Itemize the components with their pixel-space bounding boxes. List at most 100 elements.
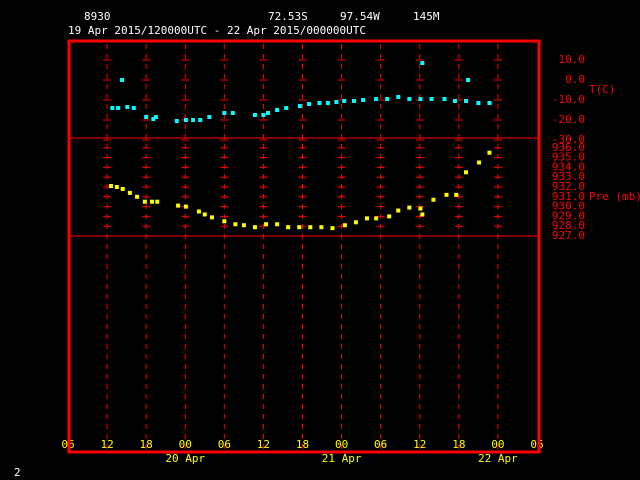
data-point (183, 204, 188, 209)
data-point (108, 184, 113, 189)
data-point (202, 212, 207, 217)
data-point (131, 106, 136, 110)
data-point (252, 225, 257, 230)
date-label: 21 Apr (322, 452, 362, 465)
y-axis-label: Pre (mb) (589, 190, 640, 203)
data-point (431, 197, 436, 202)
date-label: 20 Apr (165, 452, 205, 465)
data-point (286, 225, 291, 230)
data-point (396, 95, 401, 99)
data-point (342, 223, 347, 228)
data-point (222, 111, 227, 115)
data-point (196, 209, 201, 214)
data-point (385, 97, 390, 101)
data-point (463, 99, 468, 103)
data-point (155, 199, 160, 204)
data-point (275, 222, 280, 227)
data-point (420, 61, 425, 65)
data-point (207, 115, 212, 119)
data-point (420, 212, 425, 217)
data-point (174, 119, 179, 123)
data-point (114, 185, 119, 189)
data-point (407, 97, 412, 101)
y-tick-label: 932.0 (552, 180, 585, 193)
data-point (125, 105, 130, 109)
y-tick-label: 936.0 (552, 141, 585, 154)
date-label: 22 Apr (478, 452, 518, 465)
y-tick-label: -10.0 (552, 93, 585, 106)
data-point (191, 118, 196, 122)
data-point (233, 222, 238, 227)
data-point (364, 216, 369, 221)
y-tick-label: 933.0 (552, 170, 585, 183)
y-axis-label: T(C) (589, 83, 616, 96)
y-tick-label: -20.0 (552, 113, 585, 126)
data-point (183, 118, 188, 122)
elevation: 145M (413, 10, 440, 23)
data-point (463, 170, 468, 175)
data-point (120, 186, 125, 191)
data-point (319, 225, 324, 230)
period: 19 Apr 2015/120000UTC - 22 Apr 2015/0000… (68, 24, 366, 37)
data-point (116, 106, 121, 110)
data-point (127, 190, 132, 195)
data-point (342, 99, 347, 103)
data-point (465, 78, 470, 82)
data-point (198, 118, 203, 122)
data-point (387, 214, 392, 219)
data-point (275, 108, 280, 112)
y-tick-label: 0.0 (565, 73, 585, 86)
longitude: 97.54W (340, 10, 380, 23)
data-point (144, 115, 149, 119)
data-point (330, 226, 335, 231)
data-point (477, 160, 482, 165)
latitude: 72.53S (268, 10, 308, 23)
data-point (265, 111, 270, 115)
data-point (444, 192, 449, 197)
y-tick-label: 934.0 (552, 160, 585, 173)
page-number: 2 (14, 466, 21, 479)
data-point (297, 225, 302, 230)
data-point (487, 101, 492, 105)
data-point (284, 106, 289, 110)
data-point (418, 97, 423, 101)
data-point (150, 199, 155, 204)
y-tick-label: -30.0 (552, 133, 585, 146)
data-point (361, 98, 366, 102)
data-point (452, 99, 457, 103)
y-tick-label: 927.0 (552, 229, 585, 242)
data-point (264, 222, 269, 227)
data-point (142, 199, 147, 204)
data-point (442, 97, 447, 101)
data-point (454, 192, 459, 197)
data-point (261, 113, 266, 117)
data-point (135, 194, 140, 199)
data-point (307, 102, 312, 106)
data-point (176, 203, 181, 208)
data-point (374, 216, 379, 221)
y-tick-label: 928.0 (552, 219, 585, 232)
data-point (297, 104, 302, 108)
data-point (487, 150, 492, 155)
data-point (230, 111, 235, 115)
data-point (153, 115, 158, 119)
data-point (317, 101, 322, 105)
data-point (396, 208, 401, 213)
y-tick-label: 935.0 (552, 151, 585, 164)
y-tick-label: 929.0 (552, 209, 585, 222)
data-point (351, 99, 356, 103)
data-point (110, 106, 115, 110)
data-point (222, 219, 227, 224)
y-tick-label: 930.0 (552, 200, 585, 213)
data-point (476, 101, 481, 105)
data-point (374, 97, 379, 101)
data-point (429, 97, 434, 101)
data-point (252, 113, 257, 117)
data-point (209, 215, 214, 220)
data-point (334, 100, 339, 104)
data-point (308, 225, 313, 230)
data-point (353, 220, 358, 225)
x-tick-label: 06 (530, 438, 543, 451)
station-id: 8930 (84, 10, 111, 23)
